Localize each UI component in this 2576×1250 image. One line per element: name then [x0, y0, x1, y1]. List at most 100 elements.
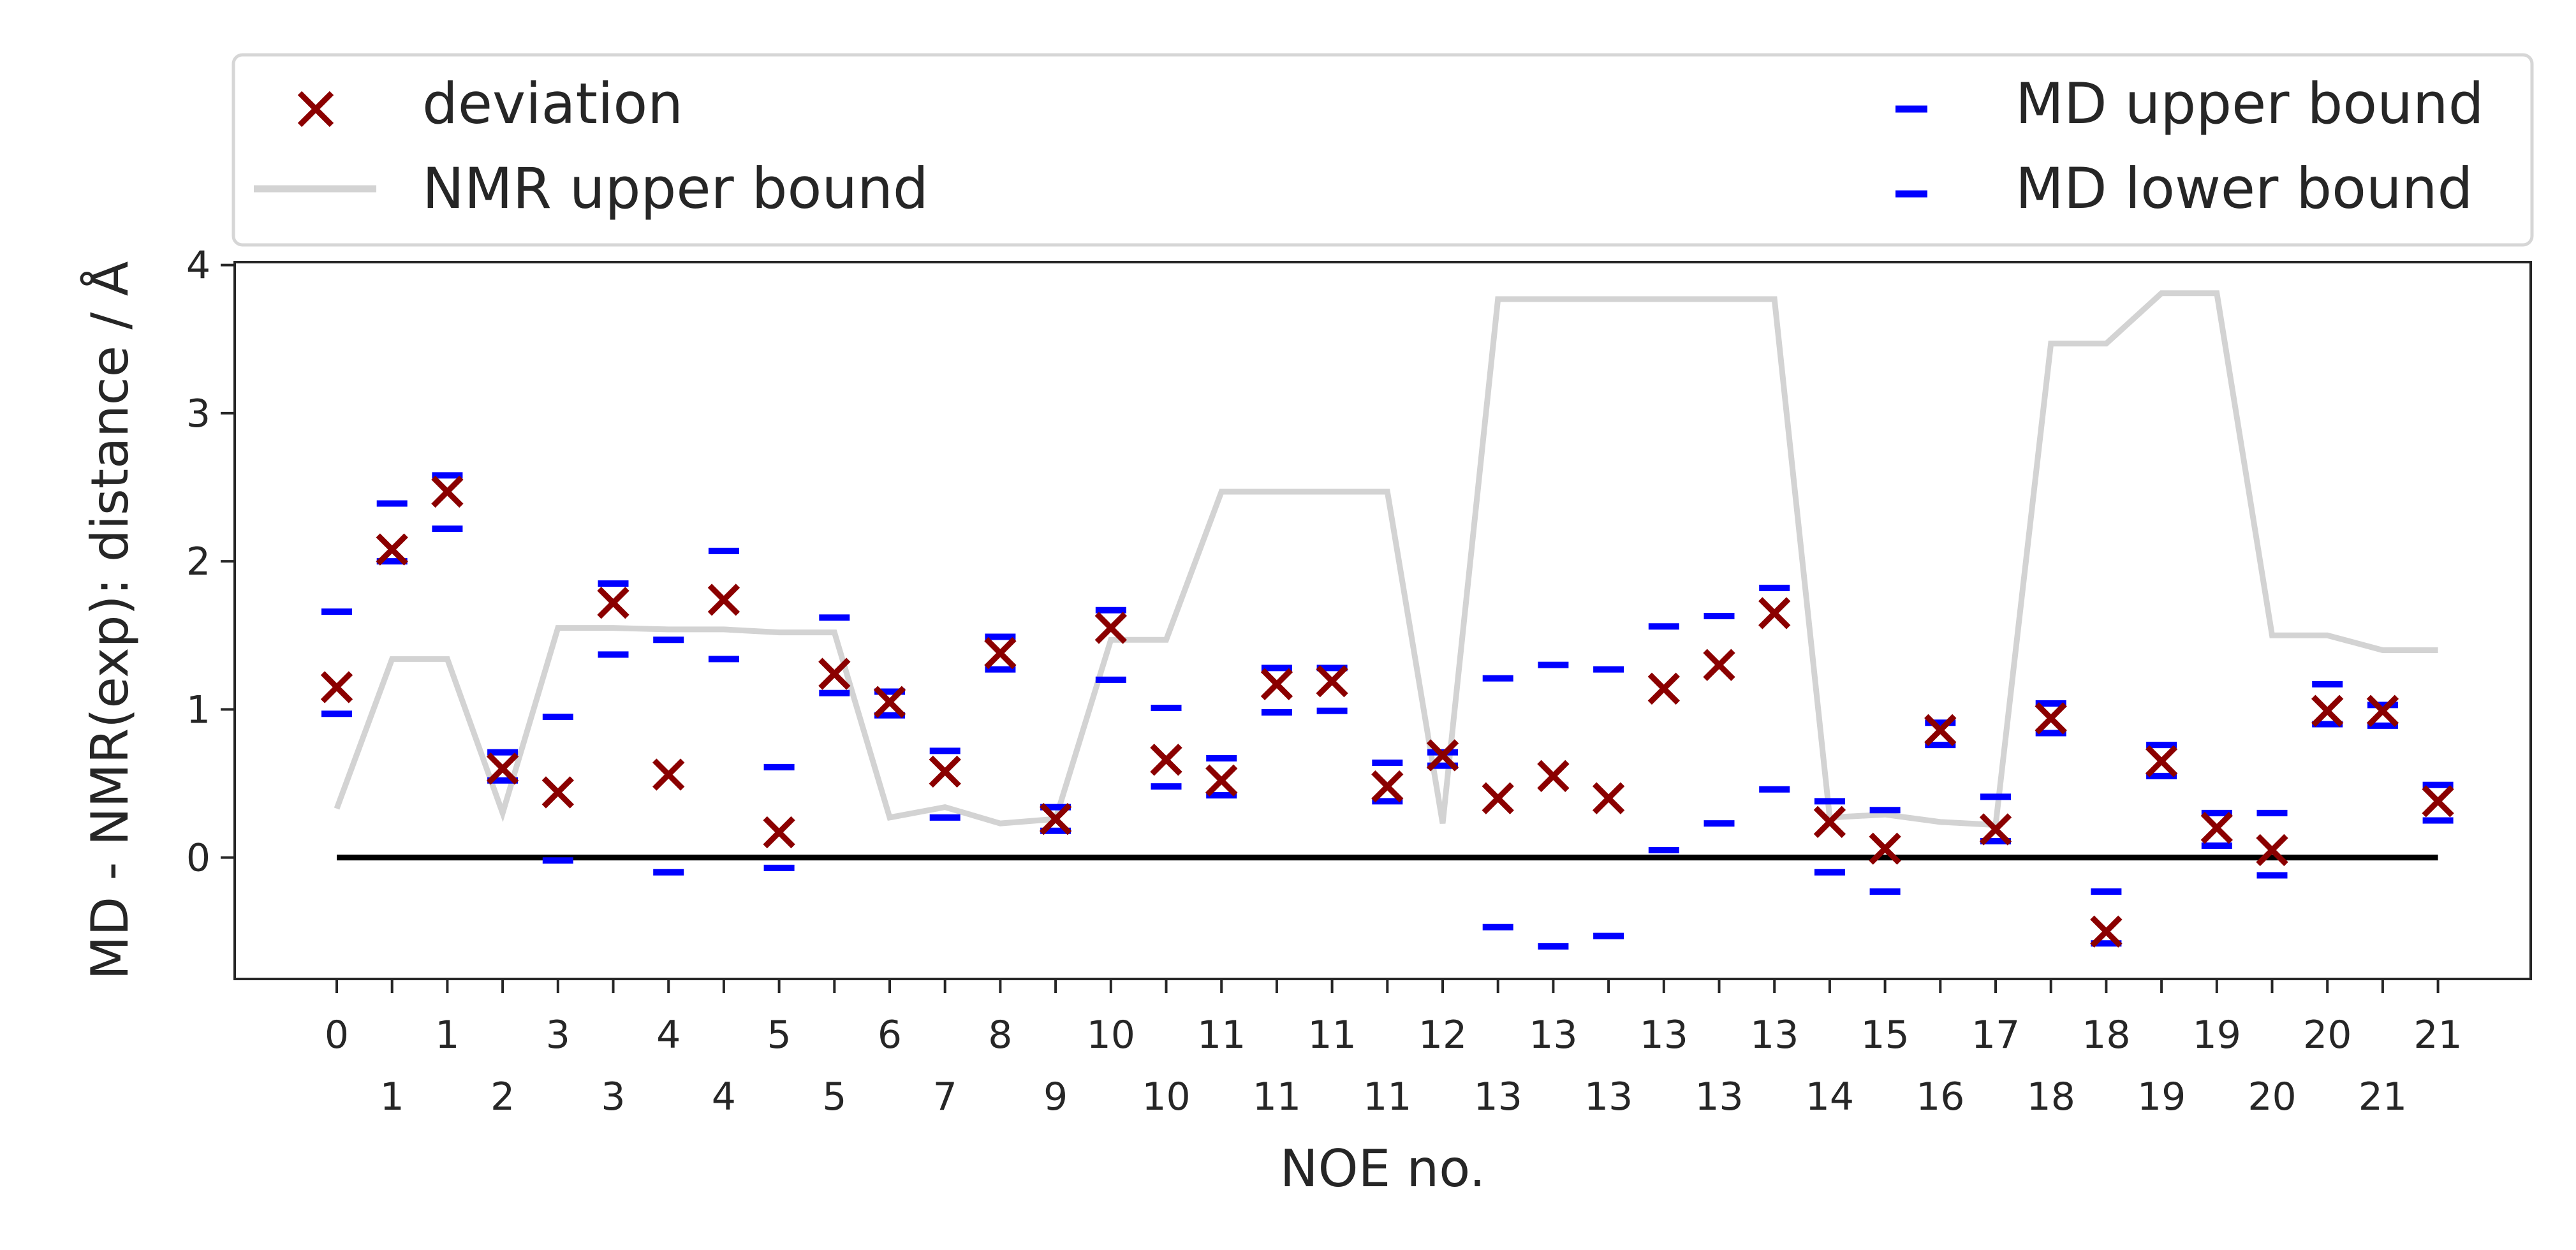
deviation-point	[1703, 649, 1735, 681]
md-lower-bound-series	[321, 526, 2454, 950]
x-tick-label: 10	[1142, 1075, 1190, 1119]
x-axis: 0112334455678910101111111112131313131313…	[325, 979, 2462, 1119]
x-tick-label: 11	[1253, 1075, 1301, 1119]
x-tick-label: 4	[656, 1013, 681, 1057]
deviation-point	[929, 755, 961, 788]
x-tick-label: 13	[1474, 1075, 1522, 1119]
x-tick-label: 0	[325, 1013, 349, 1057]
deviation-point	[2366, 695, 2399, 727]
deviation-point	[1592, 782, 1625, 814]
md-upper-bound-series	[321, 472, 2454, 895]
nmr-upper-bound-series	[334, 290, 2438, 828]
x-tick-label: 19	[2137, 1075, 2186, 1119]
deviation-series	[320, 475, 2454, 948]
legend-nmr-upper-label: NMR upper bound	[422, 156, 929, 221]
deviation-point	[1039, 803, 1072, 835]
deviation-point	[1924, 714, 1957, 747]
x-tick-label: 11	[1307, 1013, 1356, 1057]
x-tick-label: 3	[546, 1013, 570, 1057]
x-tick-label: 17	[1971, 1013, 2020, 1057]
deviation-point	[2311, 695, 2344, 727]
x-tick-label: 9	[1043, 1075, 1068, 1119]
deviation-point	[1979, 813, 2012, 846]
deviation-point	[984, 636, 1017, 670]
x-tick-label: 11	[1363, 1075, 1411, 1119]
x-tick-label: 5	[767, 1013, 791, 1057]
legend-md-upper-label: MD upper bound	[2015, 71, 2484, 136]
plot-frame	[233, 261, 2532, 980]
x-tick-label: 13	[1640, 1013, 1688, 1057]
x-tick-label: 18	[2082, 1013, 2130, 1057]
x-tick-label: 13	[1584, 1075, 1633, 1119]
x-tick-label: 19	[2193, 1013, 2241, 1057]
x-tick-label: 14	[1806, 1075, 1854, 1119]
x-tick-label: 11	[1197, 1013, 1246, 1057]
x-tick-label: 10	[1087, 1013, 1135, 1057]
deviation-point	[2035, 702, 2067, 735]
deviation-point	[2145, 745, 2178, 777]
deviation-point	[1482, 782, 1514, 814]
deviation-point	[2422, 785, 2454, 818]
x-tick-label: 12	[1418, 1013, 1467, 1057]
x-tick-label: 5	[822, 1075, 846, 1119]
deviation-point	[818, 658, 851, 690]
legend-deviation-marker	[297, 91, 334, 128]
x-tick-label: 20	[2248, 1075, 2296, 1119]
x-tick-label: 21	[2359, 1075, 2407, 1119]
x-axis-title: NOE no.	[1280, 1139, 1485, 1198]
deviation-point	[597, 586, 629, 619]
deviation-point	[707, 584, 740, 616]
deviation-point	[652, 758, 685, 791]
legend-frame	[232, 53, 2534, 247]
y-tick-label: 1	[186, 688, 210, 732]
x-tick-label: 13	[1529, 1013, 1577, 1057]
x-tick-label: 4	[712, 1075, 736, 1119]
deviation-point	[873, 686, 906, 718]
deviation-point	[431, 475, 464, 508]
deviation-point	[541, 776, 574, 809]
x-tick-label: 2	[490, 1075, 515, 1119]
y-tick-label: 2	[186, 540, 210, 584]
x-tick-label: 7	[933, 1075, 957, 1119]
deviation-point	[1537, 760, 1570, 793]
deviation-point	[2200, 811, 2233, 844]
x-tick-label: 8	[988, 1013, 1012, 1057]
legend-md-lower-label: MD lower bound	[2015, 156, 2473, 221]
legend-deviation-label: deviation	[422, 71, 683, 136]
y-tick-label: 4	[186, 244, 210, 288]
x-tick-label: 20	[2303, 1013, 2352, 1057]
deviation-point	[2256, 834, 2288, 867]
x-tick-label: 3	[601, 1075, 625, 1119]
deviation-point	[1371, 770, 1404, 803]
deviation-point	[320, 671, 353, 703]
y-axis-title: MD - NMR(exp): distance / Å	[80, 261, 140, 980]
x-tick-label: 13	[1695, 1075, 1743, 1119]
deviation-point	[1205, 764, 1238, 797]
deviation-point	[1426, 739, 1459, 772]
y-tick-label: 3	[186, 392, 210, 436]
deviation-point	[1813, 805, 1846, 839]
y-axis: 0 1 2 3 4	[186, 244, 235, 881]
x-tick-label: 1	[435, 1013, 459, 1057]
deviation-point	[1316, 665, 1348, 698]
x-tick-label: 13	[1750, 1013, 1799, 1057]
deviation-point	[1150, 744, 1182, 776]
deviation-point	[486, 753, 519, 785]
deviation-point	[763, 816, 795, 849]
deviation-point	[1869, 832, 1901, 865]
x-tick-label: 15	[1860, 1013, 1909, 1057]
nmr-upper-bound-line	[334, 290, 2438, 828]
legend: deviation NMR upper bound MD upper bound…	[232, 53, 2534, 247]
deviation-point	[376, 533, 408, 566]
deviation-point	[1647, 672, 1680, 705]
deviation-point	[1260, 668, 1293, 701]
x-tick-label: 6	[878, 1013, 902, 1057]
x-tick-label: 21	[2413, 1013, 2462, 1057]
deviation-point	[1758, 597, 1791, 629]
x-tick-label: 18	[2027, 1075, 2075, 1119]
x-tick-label: 1	[380, 1075, 404, 1119]
deviation-point	[2090, 915, 2123, 948]
x-tick-label: 16	[1916, 1075, 1964, 1119]
y-tick-label: 0	[186, 836, 210, 881]
